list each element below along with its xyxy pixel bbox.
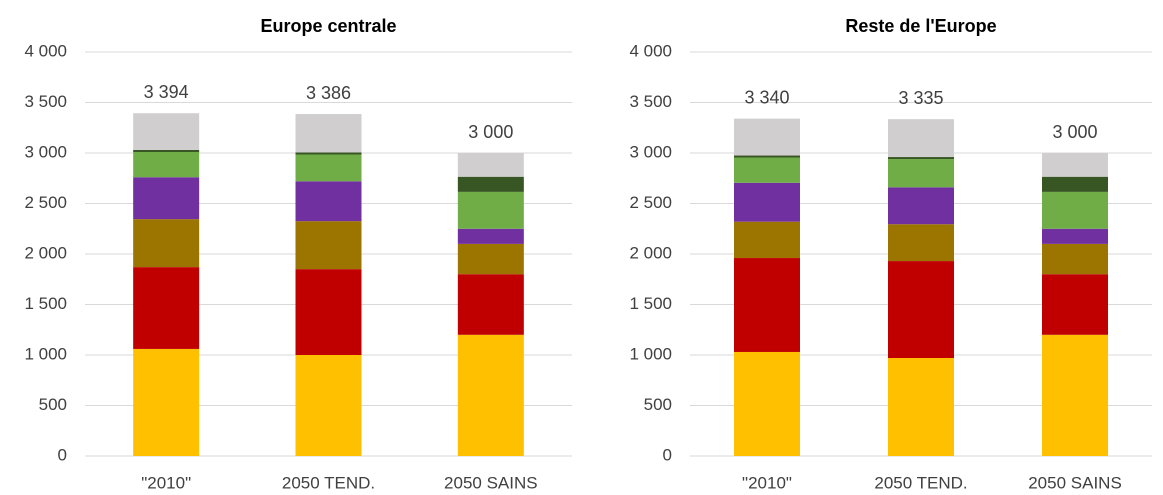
- bar-segment: [295, 114, 362, 153]
- total-label: 3 394: [144, 82, 189, 102]
- bar-segment: [457, 334, 524, 456]
- x-tick-label: "2010": [742, 473, 792, 492]
- y-tick-label: 1 000: [24, 344, 67, 363]
- bar-segment: [1042, 243, 1108, 275]
- bar-segment: [295, 181, 362, 222]
- y-tick-label: 0: [663, 445, 672, 464]
- bar-segment: [133, 219, 200, 268]
- y-tick-label: 3 000: [24, 142, 67, 161]
- y-tick-label: 3 500: [24, 92, 67, 111]
- bar-segment: [888, 224, 954, 262]
- bar-segment: [734, 182, 800, 222]
- bar-segment: [1042, 334, 1108, 456]
- total-label: 3 000: [1052, 122, 1097, 142]
- bar-segment: [295, 221, 362, 270]
- y-tick-label: 1 500: [629, 294, 672, 313]
- bar-segment: [133, 113, 200, 150]
- y-tick-label: 2 500: [24, 193, 67, 212]
- bar-segment: [734, 118, 800, 156]
- bar-segment: [133, 151, 200, 178]
- y-tick-label: 0: [58, 445, 67, 464]
- total-label: 3 386: [306, 83, 351, 103]
- x-tick-label: 2050 SAINS: [444, 473, 538, 492]
- y-tick-label: 3 500: [629, 92, 672, 111]
- bar-segment: [734, 258, 800, 352]
- chart-title: Reste de l'Europe: [845, 16, 996, 36]
- x-tick-label: 2050 TEND.: [282, 473, 375, 492]
- y-tick-label: 3 000: [629, 142, 672, 161]
- chart-title: Europe centrale: [260, 16, 396, 36]
- bar-segment: [457, 191, 524, 229]
- bar-segment: [1042, 228, 1108, 244]
- y-tick-label: 500: [39, 395, 67, 414]
- x-tick-label: 2050 TEND.: [874, 473, 967, 492]
- y-tick-label: 4 000: [24, 41, 67, 60]
- bar-segment: [1042, 191, 1108, 229]
- y-tick-label: 500: [644, 395, 672, 414]
- bar-segment: [295, 355, 362, 456]
- bar-segment: [457, 228, 524, 244]
- bar-segment: [133, 348, 200, 456]
- bar-segment: [133, 177, 200, 220]
- y-tick-label: 1 500: [24, 294, 67, 313]
- bar-segment: [457, 153, 524, 177]
- bar-segment: [295, 269, 362, 355]
- y-tick-label: 4 000: [629, 41, 672, 60]
- y-tick-label: 2 000: [24, 243, 67, 262]
- bar-segment: [133, 149, 200, 152]
- y-tick-label: 2 000: [629, 243, 672, 262]
- bar-segment: [295, 152, 362, 155]
- bar-segment: [1042, 153, 1108, 177]
- y-tick-label: 1 000: [629, 344, 672, 363]
- x-tick-label: 2050 SAINS: [1028, 473, 1122, 492]
- bar-segment: [295, 154, 362, 182]
- bar-segment: [133, 267, 200, 349]
- bar-segment: [734, 221, 800, 259]
- bar-segment: [888, 187, 954, 225]
- bar-segment: [457, 274, 524, 335]
- total-label: 3 335: [898, 88, 943, 108]
- bar-segment: [457, 243, 524, 275]
- bar-segment: [457, 176, 524, 192]
- bar-segment: [734, 157, 800, 183]
- bar-segment: [734, 351, 800, 456]
- y-tick-label: 2 500: [629, 193, 672, 212]
- bar-segment: [888, 358, 954, 456]
- total-label: 3 340: [744, 87, 789, 107]
- bar-segment: [888, 119, 954, 158]
- bar-segment: [1042, 274, 1108, 335]
- bar-segment: [888, 159, 954, 188]
- bar-segment: [888, 261, 954, 359]
- total-label: 3 000: [468, 122, 513, 142]
- bar-segment: [1042, 176, 1108, 192]
- bar-segment: [888, 157, 954, 160]
- x-tick-label: "2010": [141, 473, 191, 492]
- bar-segment: [734, 155, 800, 158]
